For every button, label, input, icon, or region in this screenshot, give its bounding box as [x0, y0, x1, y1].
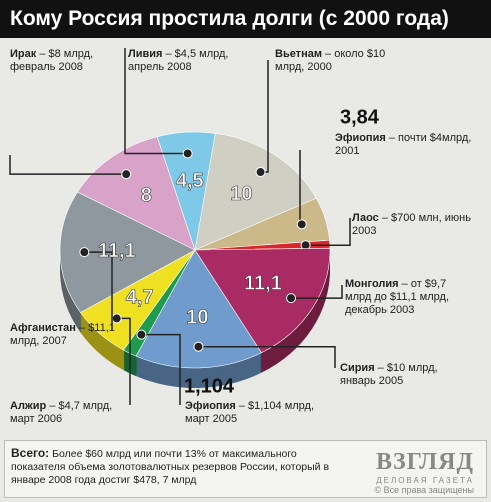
- country-name: Афганистан: [10, 322, 76, 334]
- callout: Лаос – $700 млн, июнь 2003: [352, 212, 482, 238]
- callout: Эфиопия – почти $4млрд, 2001: [335, 132, 485, 158]
- value-label: 10: [186, 307, 208, 329]
- pie-slice: [77, 136, 196, 251]
- country-name: Эфиопия: [335, 132, 386, 144]
- pie-slice: [59, 191, 196, 313]
- total-text: Более $60 млрд или почти 13% от максимал…: [11, 448, 330, 486]
- copyright: © Все права защищены: [374, 485, 474, 495]
- leader-dot: [193, 341, 204, 352]
- country-name: Лаос: [352, 212, 379, 224]
- country-note: – $8 млрд, февраль 2008: [10, 48, 94, 73]
- leader-dot: [121, 169, 132, 180]
- pie-slice: [135, 249, 262, 369]
- country-note: – $700 млн, июнь 2003: [352, 212, 471, 237]
- country-name: Алжир: [10, 400, 47, 412]
- country-name: Ливия: [128, 48, 163, 60]
- country-name: Сирия: [340, 362, 375, 374]
- callout: Афганистан – $11,1 млрд, 2007: [10, 322, 120, 348]
- leader-line: [9, 155, 127, 175]
- callout: Вьетнам – около $10 млрд, 2000: [275, 48, 405, 74]
- leader-dot: [182, 148, 193, 159]
- country-note: – $4,5 млрд, апрель 2008: [128, 48, 229, 73]
- pie-slice: [156, 131, 216, 251]
- country-name: Вьетнам: [275, 48, 322, 60]
- callout: Эфиопия – $1,104 млрд, март 2005: [185, 400, 335, 426]
- callout: Сирия – $10 млрд, январь 2005: [340, 362, 470, 388]
- value-label: 1,104: [184, 375, 235, 397]
- leader-line: [305, 218, 351, 246]
- leader-line: [198, 345, 336, 368]
- pie-chart: 10 3,84 11,1 10 1,104 4,7 11,1 8 4,5: [9, 48, 380, 405]
- leader-dot: [286, 293, 297, 304]
- footer: Всего: Более $60 млрд или почти 13% от м…: [4, 440, 487, 498]
- country-note: – $1,104 млрд, март 2005: [185, 400, 315, 425]
- value-label: 3,84: [340, 106, 380, 128]
- country-note: – $4,7 млрд, март 2006: [10, 400, 113, 425]
- country-name: Монголия: [345, 278, 399, 290]
- country-note: – около $10 млрд, 2000: [275, 48, 386, 73]
- value-label: 4,5: [176, 170, 204, 192]
- leader-dot: [296, 219, 307, 230]
- country-name: Ирак: [10, 48, 37, 60]
- pie-slice: [194, 247, 331, 354]
- leader-dot: [255, 167, 266, 178]
- callout: Ливия – $4,5 млрд, апрель 2008: [128, 48, 248, 74]
- country-note: – от $9,7 млрд до $11,1 млрд, декабрь 20…: [345, 278, 450, 316]
- pie-slice: [194, 133, 317, 251]
- value-label: 8: [141, 185, 152, 207]
- leader-dot: [136, 329, 147, 340]
- logo-name: ВЗГЛЯД: [375, 449, 474, 475]
- total-label: Всего:: [11, 446, 50, 460]
- leader-line: [291, 285, 343, 299]
- callout: Ирак – $8 млрд, февраль 2008: [10, 48, 120, 74]
- logo: ВЗГЛЯД ДЕЛОВАЯ ГАЗЕТА © Все права защище…: [374, 449, 474, 495]
- total-note: Всего: Более $60 млрд или почти 13% от м…: [11, 447, 341, 487]
- country-name: Эфиопия: [185, 400, 236, 412]
- callout: Алжир – $4,7 млрд, март 2006: [10, 400, 130, 426]
- country-note: – $11,1 млрд, 2007: [10, 322, 115, 347]
- chart-title: Кому Россия простила долги (с 2000 года): [0, 0, 491, 38]
- callout: Монголия – от $9,7 млрд до $11,1 млрд, д…: [345, 278, 475, 317]
- country-note: – почти $4млрд, 2001: [335, 132, 472, 157]
- logo-subtitle: ДЕЛОВАЯ ГАЗЕТА: [376, 476, 474, 485]
- leader-line: [141, 333, 181, 405]
- leader-dot: [79, 247, 90, 258]
- leader-line: [124, 48, 188, 155]
- value-label: 11,1: [98, 240, 136, 262]
- value-label: 11,1: [244, 272, 282, 294]
- value-label: 10: [230, 183, 252, 205]
- country-note: – $10 млрд, январь 2005: [340, 362, 438, 387]
- leader-line: [84, 251, 113, 330]
- value-label: 4,7: [126, 287, 154, 309]
